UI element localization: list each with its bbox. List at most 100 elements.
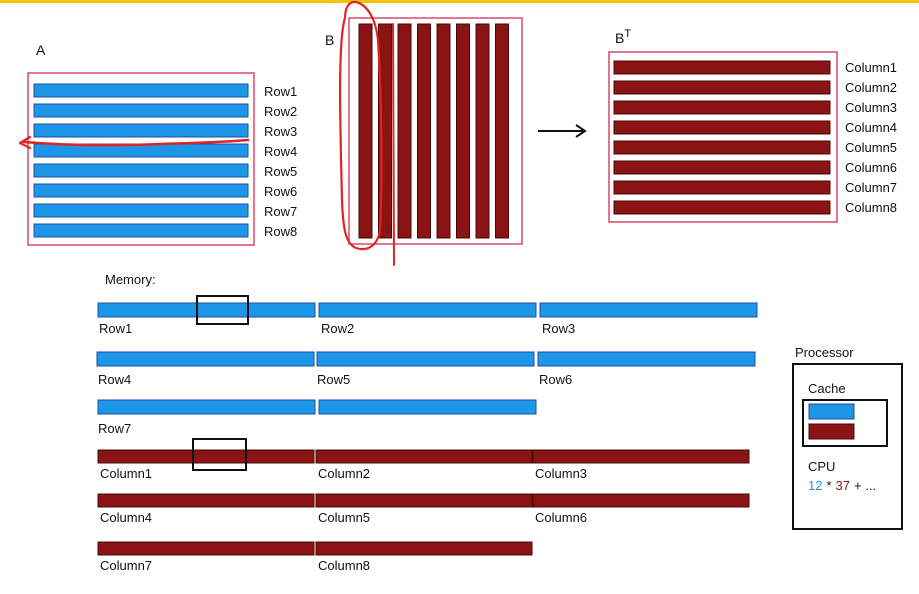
matrix-a: A Row1 Row2 Row3 Row4 Row5 Row6 Row7 Row8 — [18, 42, 297, 246]
matrix-a-label: A — [36, 42, 46, 58]
memory-row-label: Row7 — [98, 421, 131, 436]
matrix-a-row-label: Row5 — [264, 164, 297, 179]
matrix-bt-row-bar — [613, 180, 831, 195]
memory-row-block — [316, 351, 535, 367]
matrix-b-column-bars — [358, 23, 509, 239]
matrix-bt-row-bar — [613, 80, 831, 95]
memory-column-block — [315, 449, 533, 464]
memory-column-block — [532, 493, 750, 508]
matrix-bt-column-label: Column8 — [845, 200, 897, 215]
memory-title: Memory: — [105, 272, 156, 287]
matrix-a-row-label: Row8 — [264, 224, 297, 239]
matrix-b-column-bar — [456, 23, 470, 239]
memory-column-block — [315, 541, 533, 556]
memory-row-block — [318, 399, 537, 415]
matrix-b: B — [325, 0, 523, 266]
matrix-b-column-bar — [358, 23, 373, 239]
memory-row-label: Row2 — [321, 321, 354, 336]
matrix-bt-column-label: Column3 — [845, 100, 897, 115]
matrix-bt-row-bar — [613, 120, 831, 135]
annotation-column-arrow — [392, 23, 395, 266]
matrix-bt-column-labels: Column1 Column2 Column3 Column4 Column5 Colum… — [845, 60, 897, 215]
matrix-bt-row-bar — [613, 60, 831, 75]
matrix-bt: BT Column1Column2Column3Column4Column5Co… — [608, 28, 897, 223]
matrix-b-column-bar — [475, 23, 490, 239]
matrix-a-row-bar — [33, 83, 249, 98]
matrix-bt-column-label: Column6 — [845, 160, 897, 175]
matrix-bt-row-bar — [613, 140, 831, 155]
memory-row-block — [318, 302, 537, 318]
cache-line-window-columns — [192, 438, 247, 471]
matrix-a-row-labels: Row1 Row2 Row3 Row4 Row5 Row6 Row7 Row8 — [264, 84, 297, 239]
memory-column-block — [97, 541, 315, 556]
cpu-right-operand: 37 — [836, 478, 850, 493]
memory-column-label: Column1 — [100, 466, 152, 481]
memory-row-block — [97, 399, 316, 415]
matrix-a-row-label: Row2 — [264, 104, 297, 119]
cpu-label: CPU — [808, 459, 835, 474]
matrix-a-row-bar — [33, 183, 249, 198]
memory-row-label: Row1 — [99, 321, 132, 336]
memory-row-block — [539, 302, 758, 318]
annotation-row-swipe — [22, 138, 250, 147]
processor-title: Processor — [795, 345, 854, 360]
matrix-bt-column-label: Column2 — [845, 80, 897, 95]
memory-column-label: Column7 — [100, 558, 152, 573]
matrix-bt-column-label: Column7 — [845, 180, 897, 195]
matrix-bt-column-label: Column5 — [845, 140, 897, 155]
matrix-b-label: B — [325, 32, 334, 48]
memory-row-block — [537, 351, 756, 367]
matrix-a-row-bar — [33, 223, 249, 238]
matrix-a-row-bars — [33, 83, 249, 238]
memory-column-label: Column2 — [318, 466, 370, 481]
matrix-b-column-bar — [397, 23, 412, 239]
cache-label: Cache — [808, 381, 846, 396]
matrix-b-column-bar — [436, 23, 451, 239]
matrix-a-row-label: Row6 — [264, 184, 297, 199]
transpose-arrow-head — [575, 124, 587, 138]
memory-row-block — [96, 351, 315, 367]
memory-blocks — [96, 302, 758, 556]
memory-block-labels: Row1 Row2 Row3 Row4 Row5 Row6 Row7 Column1 Colum… — [98, 321, 587, 573]
cpu-left-operand: 12 — [808, 478, 822, 493]
matrix-b-frame — [348, 17, 523, 245]
matrix-bt-column-label: Column4 — [845, 120, 897, 135]
memory-column-label: Column4 — [100, 510, 152, 525]
matrix-bt-row-bar — [613, 160, 831, 175]
cache-frame — [802, 399, 888, 447]
cache-block-column — [808, 423, 855, 440]
memory-row-label: Row6 — [539, 372, 572, 387]
matrix-a-row-bar — [33, 163, 249, 178]
annotation-column-loop — [339, 0, 383, 251]
processor-frame — [792, 363, 903, 530]
memory-row-block — [97, 302, 316, 318]
memory-column-label: Column3 — [535, 466, 587, 481]
annotation-row-arrowhead — [18, 135, 32, 150]
matrix-bt-row-bars — [613, 60, 831, 215]
top-highlight-strip — [0, 0, 919, 3]
cache-line-window-rows — [196, 295, 249, 325]
matrix-a-frame — [27, 72, 255, 246]
memory-row-label: Row4 — [98, 372, 131, 387]
cpu-operator: * — [826, 478, 831, 493]
matrix-bt-row-bar — [613, 200, 831, 215]
transpose-arrow — [538, 124, 587, 138]
matrix-a-row-bar — [33, 123, 249, 138]
memory-layout: Memory: Row1 Row2 Row3 Row4 Row5 Row6 Row7 Colu… — [96, 272, 758, 573]
memory-row-label: Row5 — [317, 372, 350, 387]
matrix-bt-frame — [608, 51, 838, 223]
matrix-a-row-label: Row7 — [264, 204, 297, 219]
memory-column-label: Column8 — [318, 558, 370, 573]
memory-row-label: Row3 — [542, 321, 575, 336]
memory-column-block — [97, 449, 315, 464]
matrix-bt-row-bar — [613, 100, 831, 115]
memory-column-block — [315, 493, 533, 508]
cpu-operation: 12 * 37 + ... — [808, 478, 876, 493]
matrix-b-column-bar — [495, 23, 509, 239]
matrix-bt-column-label: Column1 — [845, 60, 897, 75]
matrix-bt-label: BT — [615, 28, 631, 46]
cpu-tail: + ... — [854, 478, 876, 493]
matrix-a-row-label: Row3 — [264, 124, 297, 139]
